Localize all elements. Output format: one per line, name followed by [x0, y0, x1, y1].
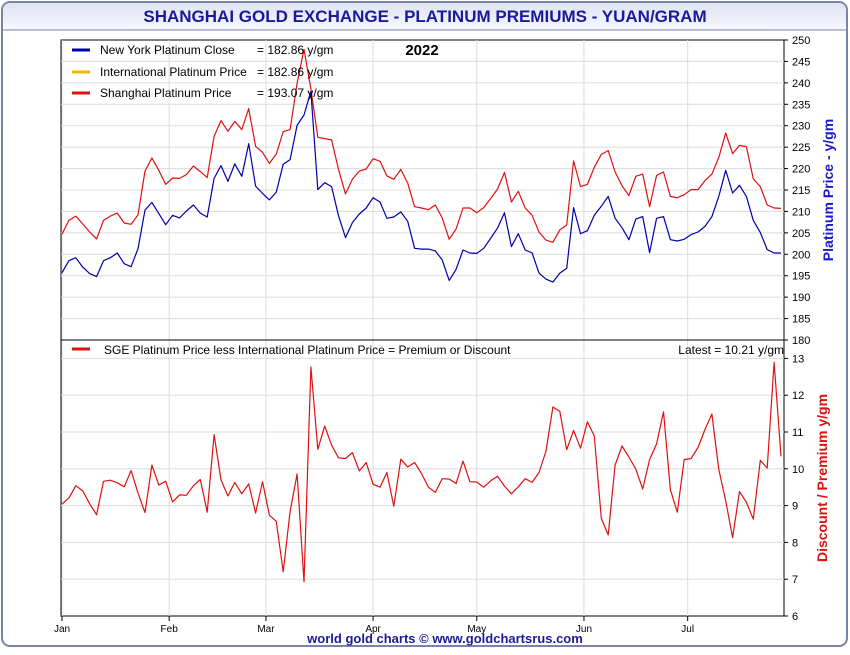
- month-tick-label: Jan: [54, 624, 70, 635]
- lower-y-tick-label: 11: [792, 427, 803, 439]
- legend-label-shanghai: Shanghai Platinum Price: [100, 86, 232, 100]
- upper-y-tick-label: 210: [792, 206, 810, 218]
- plot-area: [60, 39, 785, 617]
- lower-y-axis-title: Discount / Premium y/gm: [814, 394, 830, 562]
- lower-y-tick-label: 12: [792, 390, 804, 402]
- lower-legend: SGE Platinum Price less International Pl…: [72, 343, 784, 357]
- axes-layer: Jan Feb Mar Apr May Jun Jul 180 185 190 195 200 205 2…: [54, 35, 810, 635]
- month-tick-label: Mar: [257, 624, 275, 635]
- upper-y-tick-label: 190: [792, 292, 810, 304]
- month-tick-label: Feb: [161, 624, 179, 635]
- legend-value-new-york: = 182.86 y/gm: [257, 43, 333, 57]
- upper-y-tick-label: 185: [792, 314, 810, 326]
- upper-y-tick-label: 205: [792, 228, 810, 240]
- month-tick-label: Jun: [576, 624, 592, 635]
- legend-value-shanghai: = 193.07 y/gm: [257, 86, 333, 100]
- upper-legend: New York Platinum Close = 182.86 y/gm In…: [72, 43, 333, 100]
- upper-y-tick-label: 225: [792, 142, 810, 154]
- series-line-shanghai-platinum-price: [61, 48, 782, 243]
- upper-y-tick-label: 180: [792, 335, 810, 347]
- series-line-new-york-platinum-close: [61, 90, 781, 283]
- upper-y-tick-label: 240: [792, 78, 810, 90]
- chart-title: SHANGHAI GOLD EXCHANGE - PLATINUM PREMIU…: [143, 7, 706, 26]
- upper-y-tick-label: 235: [792, 99, 810, 111]
- latest-premium-label: Latest = 10.21 y/gm: [678, 343, 784, 357]
- upper-y-tick-label: 200: [792, 249, 810, 261]
- upper-y-tick-label: 250: [792, 35, 810, 47]
- upper-y-tick-label: 220: [792, 164, 810, 176]
- lower-y-tick-label: 9: [792, 501, 798, 513]
- upper-y-tick-label: 195: [792, 271, 810, 283]
- lower-y-tick-label: 8: [792, 537, 798, 549]
- footer-credit: world gold charts © www.goldchartsrus.co…: [306, 631, 583, 646]
- legend-label-new-york: New York Platinum Close: [100, 43, 235, 57]
- lower-y-tick-label: 7: [792, 574, 798, 586]
- lower-y-tick-label: 13: [792, 353, 804, 365]
- upper-y-tick-label: 245: [792, 56, 810, 68]
- month-tick-label: Jul: [681, 624, 694, 635]
- upper-y-axis-title: Platinum Price - y/gm: [820, 119, 836, 261]
- lower-y-tick-label: 6: [792, 611, 798, 623]
- series-layer: [61, 48, 782, 583]
- legend-value-international: = 182.86 y/gm: [257, 65, 333, 79]
- legend-label-premium: SGE Platinum Price less International Pl…: [104, 343, 511, 357]
- upper-y-tick-label: 230: [792, 121, 810, 133]
- title-band: [3, 3, 846, 30]
- year-label: 2022: [405, 42, 438, 59]
- upper-y-tick-label: 215: [792, 185, 810, 197]
- month-tick-label: May: [467, 624, 486, 635]
- month-tick-label: Apr: [365, 624, 381, 635]
- gridlines: [61, 40, 784, 616]
- lower-y-tick-label: 10: [792, 464, 804, 476]
- legend-label-international: International Platinum Price: [100, 65, 247, 79]
- series-line-sge-platinum-price-less-international-platinum-price-premium-or-discount: [61, 361, 782, 583]
